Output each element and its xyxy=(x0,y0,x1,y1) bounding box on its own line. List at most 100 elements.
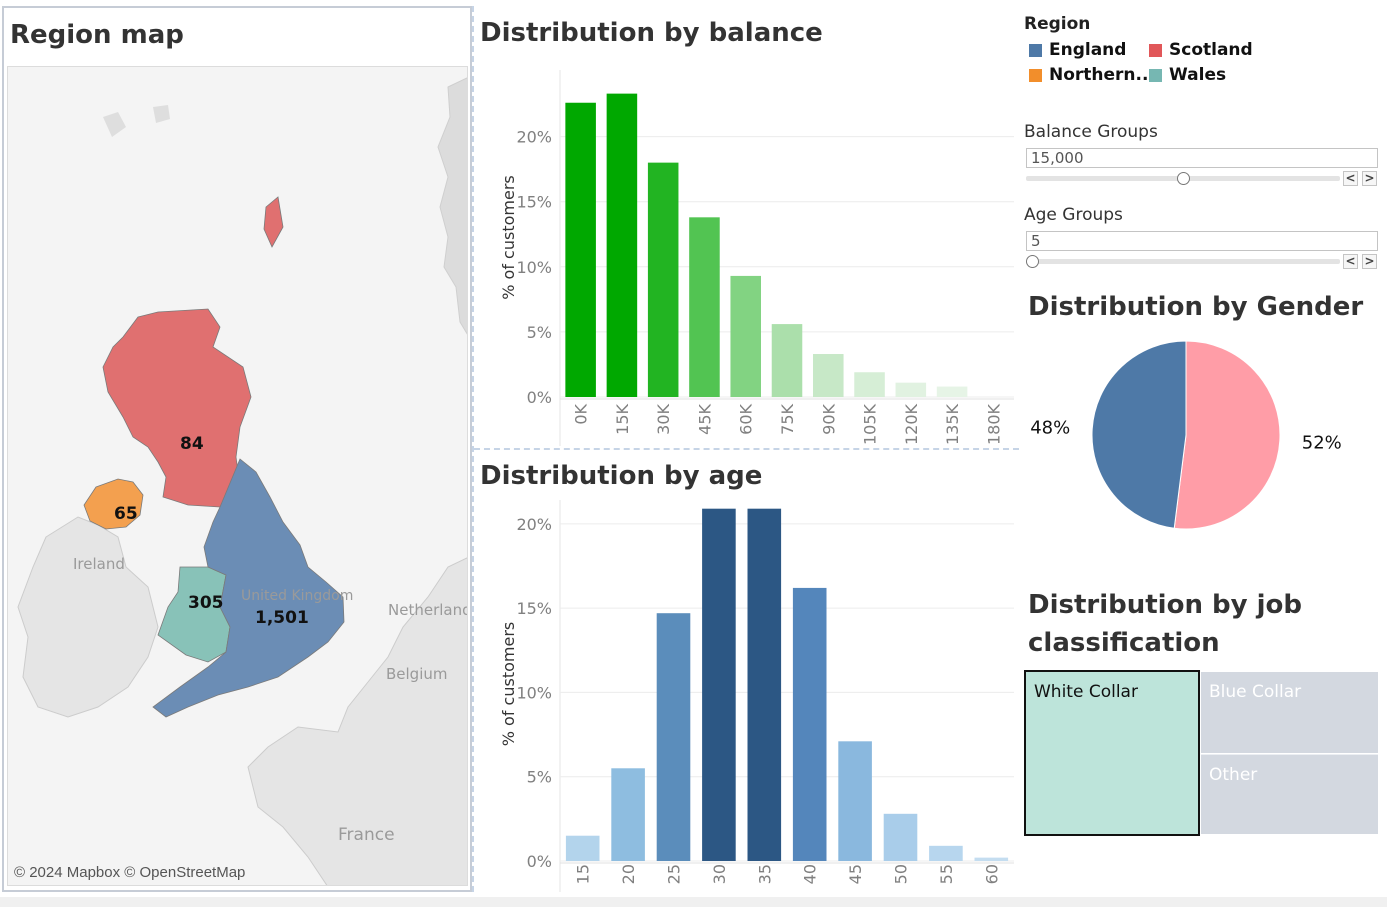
pie-slice[interactable] xyxy=(1091,340,1187,529)
legend-swatch xyxy=(1029,68,1042,82)
legend-item-scotland[interactable]: Scotland xyxy=(1149,40,1253,60)
bar[interactable] xyxy=(838,741,872,861)
legend-label: Northern.. xyxy=(1049,65,1149,85)
x-tick-label: 120K xyxy=(902,403,921,445)
age-bar-chart[interactable]: 0% 5% 10% 15% 20% % of customers 15 20 25 30 35 40 4… xyxy=(476,500,1021,892)
region-scotland[interactable] xyxy=(102,308,252,508)
x-tick-label: 60K xyxy=(737,404,756,435)
x-tick-label: 35 xyxy=(755,864,774,884)
legend-swatch xyxy=(1149,43,1162,57)
panel-divider-vertical xyxy=(472,6,474,892)
x-tick-label: 40 xyxy=(801,864,820,884)
x-tick-label: 45 xyxy=(846,864,865,884)
age-chart-title: Distribution by age xyxy=(480,461,763,491)
y-tick-label: 20% xyxy=(516,128,552,147)
bar[interactable] xyxy=(656,613,691,861)
balance-chart-title: Distribution by balance xyxy=(480,18,823,48)
x-tick-label: 25 xyxy=(665,864,684,884)
legend-item-wales[interactable]: Wales xyxy=(1149,65,1226,85)
region-map[interactable]: Ireland United Kingdom Netherlands Belgi… xyxy=(7,66,468,886)
map-canvas[interactable]: Ireland United Kingdom Netherlands Belgi… xyxy=(8,67,468,886)
legend-label: Scotland xyxy=(1169,40,1253,60)
x-tick-label: 45K xyxy=(695,404,714,435)
job-treemap[interactable]: White Collar Blue Collar Other xyxy=(1024,670,1378,836)
balance-groups-input[interactable]: 15,000 xyxy=(1026,148,1378,168)
region-value-england: 1,501 xyxy=(255,608,309,628)
age-groups-prev-button[interactable]: < xyxy=(1343,254,1358,269)
x-tick-label: 30 xyxy=(710,864,729,884)
age-groups-label: Age Groups xyxy=(1024,205,1123,225)
balance-groups-prev-button[interactable]: < xyxy=(1343,171,1358,186)
bar[interactable] xyxy=(895,382,927,397)
panel-divider-horizontal xyxy=(474,448,1019,450)
balance-groups-slider-thumb[interactable] xyxy=(1177,172,1190,185)
bar[interactable] xyxy=(854,372,885,397)
treemap-cell-white-collar[interactable]: White Collar xyxy=(1024,670,1200,836)
x-tick-label: 0K xyxy=(572,403,591,424)
bar[interactable] xyxy=(565,835,600,861)
pie-label: 48% xyxy=(1030,418,1070,439)
region-map-panel: Region map Ireland United xyxy=(2,6,472,892)
balance-bar-chart[interactable]: 0% 5% 10% 15% 20% % of customers 0K 15K 30K 45K 60… xyxy=(476,60,1021,446)
x-tick-label: 15K xyxy=(613,404,632,435)
y-tick-label: 5% xyxy=(527,323,552,342)
job-chart-title: Distribution by job classification xyxy=(1028,590,1303,658)
bar[interactable] xyxy=(647,162,679,397)
legend-label: England xyxy=(1049,40,1127,60)
x-tick-label: 20 xyxy=(619,864,638,884)
map-attribution: © 2024 Mapbox © OpenStreetMap xyxy=(14,864,246,881)
y-tick-label: 15% xyxy=(516,193,552,212)
x-tick-label: 30K xyxy=(654,404,673,435)
status-bar xyxy=(0,897,1387,907)
bar[interactable] xyxy=(929,845,963,861)
bar[interactable] xyxy=(702,508,736,861)
treemap-cell-blue-collar[interactable]: Blue Collar xyxy=(1201,672,1378,753)
bar[interactable] xyxy=(611,768,645,861)
region-value-wales: 305 xyxy=(188,593,224,613)
bar[interactable] xyxy=(565,102,596,398)
region-england[interactable] xyxy=(152,458,345,718)
map-label-netherlands: Netherlands xyxy=(388,601,468,619)
legend-item-england[interactable]: England xyxy=(1029,40,1126,60)
bar[interactable] xyxy=(730,275,761,397)
y-tick-label: 0% xyxy=(527,852,552,871)
region-scotland-islands[interactable] xyxy=(263,196,284,248)
map-label-united-kingdom: United Kingdom xyxy=(241,588,353,604)
pie-slice[interactable] xyxy=(1173,340,1281,530)
gender-chart-title: Distribution by Gender xyxy=(1028,292,1364,322)
bar[interactable] xyxy=(974,857,1009,861)
x-tick-label: 50 xyxy=(892,864,911,884)
y-tick-label: 20% xyxy=(516,515,552,534)
age-groups-slider-track[interactable] xyxy=(1026,259,1340,264)
legend-swatch xyxy=(1029,43,1042,57)
treemap-cell-other[interactable]: Other xyxy=(1201,754,1378,834)
bar[interactable] xyxy=(689,217,720,397)
x-tick-label: 55 xyxy=(937,864,956,884)
bar[interactable] xyxy=(883,813,918,861)
gender-pie-chart[interactable]: 52% 48% xyxy=(1030,330,1370,540)
balance-groups-label: Balance Groups xyxy=(1024,122,1158,142)
age-groups-input[interactable]: 5 xyxy=(1026,231,1378,251)
x-tick-label: 180K xyxy=(984,403,1003,445)
balance-groups-next-button[interactable]: > xyxy=(1362,171,1377,186)
map-label-france: France xyxy=(338,825,395,845)
age-groups-next-button[interactable]: > xyxy=(1362,254,1377,269)
legend-item-northern-ireland[interactable]: Northern.. xyxy=(1029,65,1148,85)
bar[interactable] xyxy=(936,386,968,397)
legend-swatch xyxy=(1149,68,1162,82)
y-axis-title: % of customers xyxy=(499,175,518,299)
region-northern-ireland[interactable] xyxy=(83,478,144,530)
legend-label: Wales xyxy=(1169,65,1227,85)
y-axis-title: % of customers xyxy=(499,622,518,746)
y-tick-label: 5% xyxy=(527,768,552,787)
x-tick-label: 60 xyxy=(982,864,1001,884)
bar[interactable] xyxy=(771,324,803,397)
x-tick-label: 105K xyxy=(861,403,880,445)
x-tick-label: 15 xyxy=(574,864,593,884)
bar[interactable] xyxy=(606,93,638,398)
bar[interactable] xyxy=(747,508,782,861)
bar[interactable] xyxy=(813,354,844,397)
age-groups-slider-thumb[interactable] xyxy=(1026,255,1039,268)
bar[interactable] xyxy=(792,587,827,861)
x-tick-label: 75K xyxy=(778,404,797,435)
